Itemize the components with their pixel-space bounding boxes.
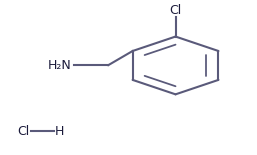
- Text: H: H: [55, 125, 64, 138]
- Text: Cl: Cl: [169, 4, 182, 17]
- Text: Cl: Cl: [17, 125, 29, 138]
- Text: H₂N: H₂N: [48, 59, 72, 72]
